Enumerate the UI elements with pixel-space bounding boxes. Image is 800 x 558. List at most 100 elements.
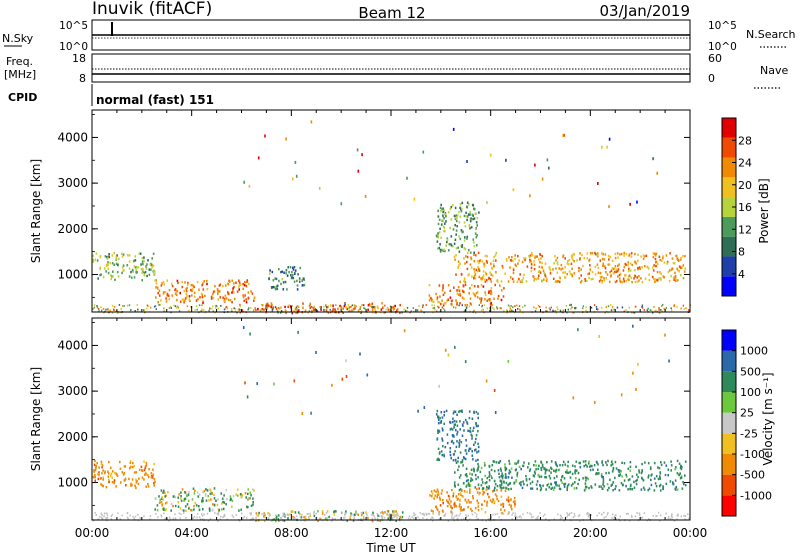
power-ground-cell — [236, 311, 238, 314]
power-cell-1 — [200, 292, 203, 295]
power-cell-3 — [442, 284, 444, 287]
power-ground-cell — [371, 305, 374, 308]
velocity-cell-1 — [159, 498, 161, 502]
velocity-ground-cell — [498, 516, 500, 519]
velocity-cell-4 — [567, 465, 569, 468]
velocity-ground-cell — [214, 512, 216, 514]
power-colorbar-tick-label: 28 — [738, 134, 752, 147]
power-cell-4 — [630, 276, 632, 280]
power-cell-0 — [135, 265, 138, 269]
power-ground-cell — [537, 304, 540, 307]
velocity-cell-4 — [567, 483, 570, 486]
power-cell-5 — [438, 218, 441, 221]
velocity-cell-3 — [466, 501, 468, 504]
velocity-ground-cell — [603, 511, 605, 514]
power-ground-cell — [98, 308, 100, 310]
velocity-ground-cell — [545, 518, 547, 520]
velocity-ground-cell — [427, 512, 429, 515]
power-cell-4 — [620, 252, 623, 256]
power-cell-5 — [476, 244, 478, 247]
power-cell-4 — [531, 254, 534, 257]
velocity-cell-4 — [508, 482, 511, 486]
power-cell-0 — [107, 261, 109, 264]
velocity-cell-5 — [469, 427, 472, 430]
velocity-cell-5 — [451, 428, 454, 431]
power-ground-cell — [220, 305, 222, 307]
power-cell-3 — [461, 296, 464, 299]
velocity-cell-4 — [550, 466, 552, 469]
velocity-cell-1 — [252, 503, 254, 506]
power-ground-cell — [266, 304, 268, 307]
power-cell-4 — [569, 272, 572, 275]
velocity-colorbar-tick-label: -100 — [740, 448, 765, 461]
velocity-ground-cell — [308, 517, 310, 520]
power-cell-4 — [473, 277, 475, 280]
velocity-cell-4 — [683, 482, 685, 486]
velocity-cell-4 — [513, 482, 515, 485]
power-cell-5 — [455, 247, 458, 250]
power-cell-4 — [530, 263, 533, 266]
power-cell-4 — [468, 273, 470, 276]
velocity-cell-4 — [529, 468, 532, 471]
velocity-ground-cell — [423, 512, 425, 515]
power-ground-cell — [186, 305, 189, 308]
velocity-ground-cell — [174, 517, 177, 520]
velocity-cell-4 — [539, 488, 542, 492]
velocity-cell-3 — [496, 488, 498, 492]
power-cell-4 — [543, 278, 545, 281]
power-cell-5 — [441, 207, 444, 211]
velocity-ground-cell — [607, 512, 609, 514]
velocity-ground-cell — [553, 518, 555, 521]
power-cell-5 — [459, 215, 462, 218]
velocity-cell-0 — [129, 467, 131, 470]
power-cell-5 — [459, 237, 462, 241]
velocity-cell-4 — [623, 462, 626, 465]
power-cell-4 — [660, 278, 662, 281]
power-cell-4 — [549, 272, 552, 275]
power-ground-cell — [613, 308, 615, 311]
power-cell-4 — [571, 256, 573, 260]
power-cell-4 — [525, 280, 528, 283]
velocity-cell-4 — [493, 469, 496, 473]
power-ground-cell — [432, 307, 434, 310]
velocity-cell-4 — [606, 483, 609, 486]
power-cell-4 — [586, 252, 589, 255]
power-cell-1 — [186, 286, 188, 290]
nave-label: Nave — [760, 64, 788, 77]
power-cell-1 — [165, 297, 167, 300]
velocity-ground-cell — [421, 513, 424, 515]
velocity-cell-0 — [152, 468, 154, 471]
velocity-ground-cell — [223, 515, 225, 518]
power-cell-6 — [285, 272, 287, 275]
velocity-cell-1 — [252, 497, 254, 500]
power-ground-cell — [565, 305, 568, 307]
power-cell-4 — [454, 258, 456, 261]
velocity-cell-3 — [460, 509, 462, 512]
velocity-cell-0 — [145, 485, 147, 488]
velocity-cell-4 — [614, 460, 617, 464]
velocity-cell-3 — [450, 511, 453, 514]
velocity-ground-cell — [630, 514, 633, 517]
velocity-cell-1 — [156, 509, 159, 512]
power-ground-cell — [170, 307, 172, 309]
power-cell-0 — [150, 268, 152, 271]
velocity-ground-cell — [353, 516, 355, 519]
power-sparse-cell — [541, 177, 544, 181]
power-cell-1 — [191, 287, 194, 291]
power-ground-cell — [122, 305, 125, 307]
velocity-cell-4 — [526, 483, 529, 487]
power-cell-3 — [490, 289, 492, 293]
power-cell-4 — [466, 255, 469, 259]
power-cell-0 — [132, 270, 134, 273]
power-ground-cell — [496, 306, 499, 309]
velocity-cell-3 — [458, 505, 461, 508]
power-cell-4 — [682, 254, 684, 258]
velocity-cell-5 — [441, 439, 444, 442]
power-cell-2 — [265, 304, 267, 308]
power-cell-5 — [452, 204, 454, 207]
power-cell-4 — [477, 266, 479, 269]
velocity-cell-4 — [533, 464, 535, 467]
velocity-ground-cell — [381, 515, 384, 518]
velocity-cell-4 — [625, 484, 627, 488]
power-cell-0 — [135, 268, 138, 272]
